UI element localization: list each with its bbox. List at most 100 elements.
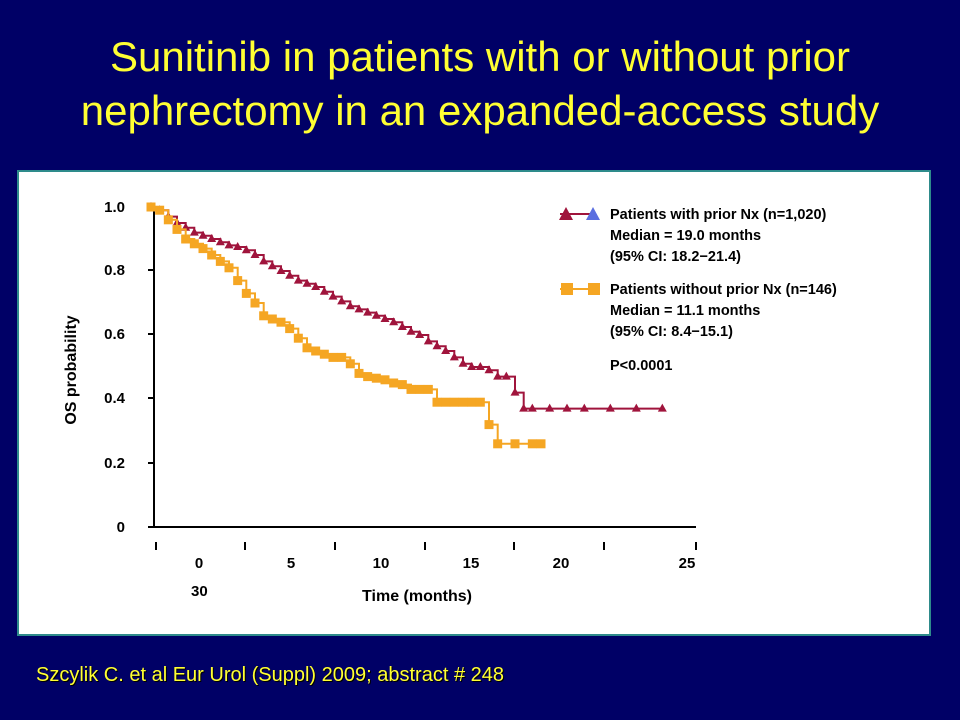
series-point-without_nx [215, 256, 225, 266]
series-point-without_nx [371, 373, 381, 383]
series-point-without_nx [475, 397, 485, 407]
slide-title: Sunitinib in patients with or without pr… [0, 30, 960, 138]
series-point-without_nx [163, 215, 173, 225]
x-axis-title: Time (months) [362, 588, 472, 605]
series-point-with_nx [285, 270, 295, 279]
series-point-with_nx [302, 278, 312, 287]
series-point-without_nx [449, 397, 459, 407]
y-ticks: 1.0 0.8 0.6 0.4 0.2 0 [104, 199, 154, 536]
series-point-with_nx [371, 310, 381, 319]
series-point-with_nx [345, 301, 355, 310]
series-point-with_nx [510, 387, 520, 396]
series-point-with_nx [545, 403, 555, 412]
series-point-with_nx [415, 330, 425, 338]
chart-panel: 1.0 0.8 0.6 0.4 0.2 0 0 5 10 15 20 25 OS probabili… [17, 170, 931, 636]
series-point-with_nx [579, 403, 589, 412]
series-point-without_nx [293, 333, 303, 343]
series-point-with_nx [423, 336, 433, 345]
x-tick-label: 25 [679, 555, 696, 572]
legend-marker-with-nx [559, 207, 600, 220]
series-point-without_nx [241, 288, 251, 298]
series-point-without_nx [484, 420, 494, 430]
series-point-without_nx [458, 397, 468, 407]
legend-with-nx-line3: (95% CI: 18.2−21.4) [610, 249, 741, 265]
series-point-without_nx [189, 239, 199, 249]
series-point-with_nx [267, 261, 277, 270]
y-tick-label: 0.2 [104, 455, 125, 472]
series-point-with_nx [354, 304, 364, 313]
series-point-with_nx [631, 403, 641, 412]
series-point-without_nx [345, 359, 355, 369]
series-point-with_nx [380, 314, 390, 322]
y-tick-label: 0 [117, 519, 125, 536]
series-point-without_nx [363, 372, 373, 382]
series-point-without_nx [493, 439, 503, 449]
series-point-with_nx [501, 371, 511, 380]
series-point-with_nx [475, 362, 485, 370]
legend-with-nx-line1: Patients with prior Nx (n=1,020) [610, 207, 827, 223]
series-point-without_nx [536, 439, 546, 449]
series-point-with_nx [657, 403, 667, 412]
series-point-without_nx [198, 244, 208, 254]
series-point-with_nx [406, 326, 416, 335]
series-point-without_nx [276, 317, 286, 327]
p-value-label: P<0.0001 [610, 358, 673, 374]
series-point-with_nx [224, 240, 234, 249]
series-point-without_nx [432, 397, 442, 407]
series-point-without_nx [328, 352, 338, 362]
series-point-with_nx [467, 362, 477, 370]
x-tick-extra-label: 30 [191, 583, 208, 600]
series-point-without_nx [319, 349, 329, 359]
series-point-with_nx [519, 403, 529, 412]
series-point-without_nx [406, 384, 416, 394]
series-point-with_nx [259, 256, 269, 265]
series-point-without_nx [155, 205, 165, 215]
series-point-with_nx [562, 403, 572, 412]
series-point-with_nx [189, 227, 199, 236]
y-tick-label: 0.4 [104, 390, 126, 407]
legend-marker-without-nx [560, 283, 600, 295]
x-tick-label: 0 [195, 555, 203, 572]
series-point-with_nx [389, 317, 399, 326]
series-point-without_nx [250, 298, 260, 308]
series-point-without_nx [172, 224, 182, 234]
legend-without-nx-line3: (95% CI: 8.4−15.1) [610, 324, 733, 340]
series-point-without_nx [259, 311, 269, 321]
chart-legend: Patients with prior Nx (n=1,020) Median … [559, 207, 837, 374]
series-line-without_nx [151, 206, 541, 445]
series-point-without_nx [380, 375, 390, 385]
series-point-without_nx [527, 439, 537, 449]
series-point-without_nx [397, 380, 407, 390]
series-point-with_nx [397, 322, 407, 330]
y-tick-label: 1.0 [104, 199, 125, 216]
series-point-without_nx [510, 439, 520, 449]
series-point-with_nx [311, 282, 321, 290]
x-ticks: 0 5 10 15 20 25 [155, 542, 697, 572]
x-tick-label: 20 [553, 555, 570, 572]
series-point-with_nx [328, 291, 338, 300]
series-point-with_nx [215, 237, 225, 246]
y-tick-label: 0.8 [104, 262, 125, 279]
slide-title-line-2: nephrectomy in an expanded-access study [80, 87, 880, 134]
x-tick-label: 5 [287, 555, 295, 572]
series-point-with_nx [337, 296, 347, 305]
legend-with-nx-line2: Median = 19.0 months [610, 228, 761, 244]
series-point-with_nx [458, 358, 468, 367]
y-tick-label: 0.6 [104, 326, 125, 343]
series-point-with_nx [441, 346, 451, 354]
series-line-with_nx [151, 206, 663, 410]
series-point-without_nx [354, 368, 364, 378]
series-point-without_nx [423, 384, 433, 394]
reference-citation: Szcylik C. et al Eur Urol (Suppl) 2009; … [36, 664, 504, 686]
series-point-with_nx [233, 242, 243, 250]
x-tick-label: 10 [373, 555, 390, 572]
series-point-without_nx [441, 397, 451, 407]
series-point-with_nx [605, 403, 615, 412]
x-tick-label: 15 [463, 555, 480, 572]
series-point-without_nx [224, 263, 234, 273]
legend-without-nx-line1: Patients without prior Nx (n=146) [610, 282, 837, 298]
series-point-with_nx [207, 234, 217, 242]
series-layer [146, 202, 667, 449]
series-point-with_nx [363, 307, 373, 316]
series-point-without_nx [233, 276, 243, 286]
